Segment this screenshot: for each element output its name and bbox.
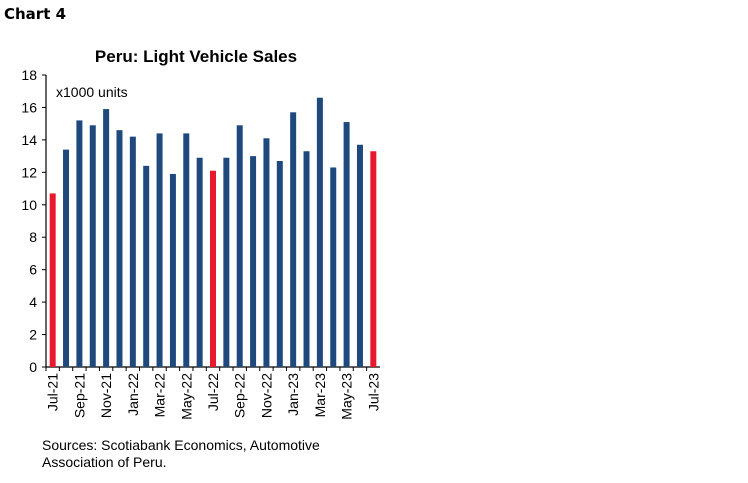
x-tick-label: Sep-22 [232, 373, 248, 418]
x-tick-label: May-22 [178, 373, 194, 420]
bar-nov-22 [263, 138, 270, 367]
unit-label: x1000 units [56, 84, 128, 100]
bar-jul-23 [370, 151, 377, 367]
bar-apr-22 [169, 173, 176, 367]
bar-jun-22 [196, 157, 203, 367]
bar-oct-22 [250, 156, 257, 367]
bar-jul-21 [49, 193, 56, 367]
bar-may-22 [183, 133, 190, 367]
x-tick-label: Nov-22 [258, 373, 274, 418]
x-tick-label: Jan-22 [125, 373, 141, 416]
x-tick-label: Jul-22 [205, 373, 221, 411]
y-tick-label: 18 [21, 67, 37, 83]
bar-oct-21 [89, 125, 96, 368]
bar-aug-22 [223, 157, 230, 367]
bar-apr-23 [330, 167, 337, 367]
bar-jun-23 [356, 144, 363, 367]
bar-may-23 [343, 122, 350, 368]
bar-feb-22 [143, 165, 150, 367]
y-tick-label: 6 [29, 262, 37, 278]
bar-dec-22 [276, 160, 283, 367]
bar-sep-21 [76, 120, 83, 367]
bar-mar-22 [156, 133, 163, 367]
chart-title: Peru: Light Vehicle Sales [95, 47, 297, 66]
y-tick-label: 10 [21, 197, 37, 213]
x-tick-label: Jan-23 [285, 373, 301, 416]
x-tick-label: May-23 [339, 373, 355, 420]
bar-jul-22 [210, 170, 216, 367]
x-tick-label: Sep-21 [71, 373, 87, 418]
chart-number-label: Chart 4 [4, 5, 67, 23]
y-tick-label: 0 [29, 359, 37, 375]
bar-jan-22 [129, 136, 136, 367]
y-tick-label: 14 [21, 132, 37, 148]
y-tick-label: 2 [29, 327, 37, 343]
y-tick-label: 4 [29, 294, 37, 310]
bar-feb-23 [303, 151, 310, 367]
y-tick-label: 16 [21, 99, 37, 115]
source-note: Sources: Scotiabank Economics, Automotiv… [42, 437, 320, 470]
x-tick-label: Mar-22 [152, 373, 168, 418]
y-tick-label: 12 [21, 164, 37, 180]
x-tick-label: Jul-21 [45, 373, 61, 411]
bar-aug-21 [63, 149, 70, 367]
x-tick-label: Jul-23 [365, 373, 381, 411]
x-tick-label: Nov-21 [98, 373, 114, 418]
bar-nov-21 [103, 109, 110, 368]
bar-jan-23 [290, 112, 297, 367]
bar-sep-22 [236, 125, 243, 368]
x-tick-label: Mar-23 [312, 373, 328, 418]
bar-dec-21 [116, 130, 123, 367]
bar-mar-23 [316, 97, 323, 367]
y-tick-label: 8 [29, 229, 37, 245]
